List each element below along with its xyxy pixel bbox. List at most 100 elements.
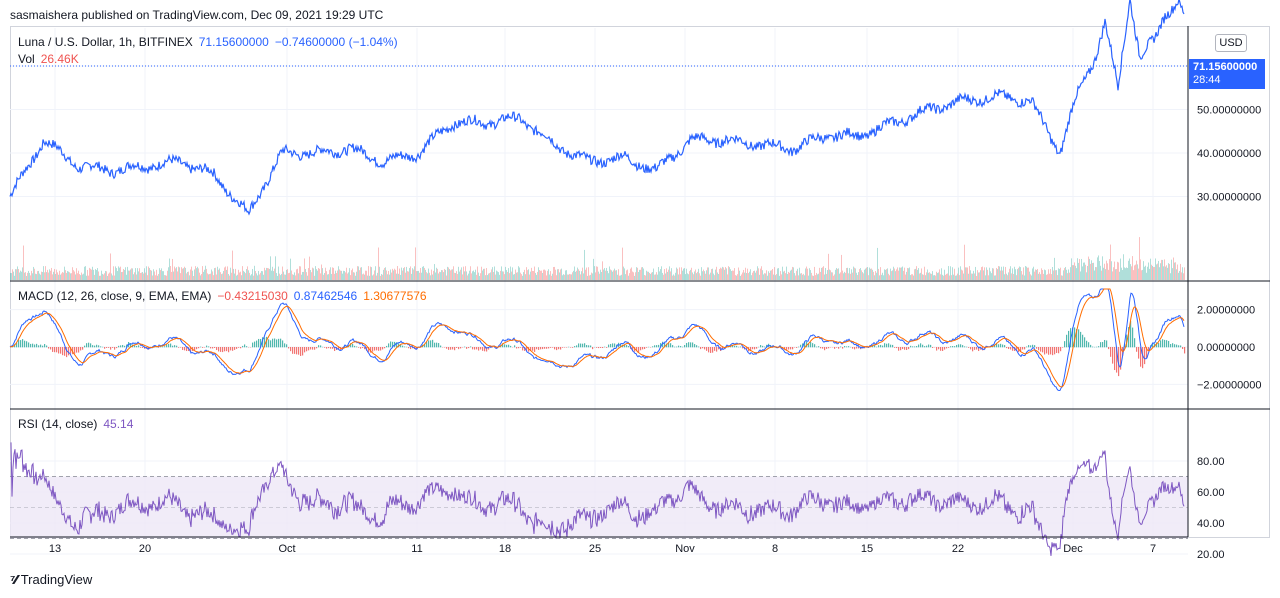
macd-hist-bar	[358, 347, 360, 348]
volume-bar	[990, 271, 991, 280]
volume-bar	[923, 274, 924, 280]
macd-hist-bar	[806, 341, 808, 348]
volume-bar	[84, 266, 85, 280]
volume-bar	[840, 272, 841, 280]
volume-bar	[899, 267, 900, 280]
macd-hist-bar	[60, 347, 62, 354]
macd-hist-bar	[880, 344, 882, 348]
volume-bar	[946, 273, 947, 280]
volume-bar	[1058, 268, 1059, 280]
volume-bar	[402, 270, 403, 280]
volume-bar	[761, 266, 762, 280]
macd-hist-bar	[1006, 347, 1008, 349]
volume-bar	[212, 271, 213, 280]
volume-bar	[340, 270, 341, 280]
volume-bar	[459, 271, 460, 280]
y-tick-label: 40.00	[1197, 518, 1225, 530]
volume-bar	[601, 271, 602, 280]
macd-hist-bar	[520, 347, 522, 348]
volume-bar	[1145, 265, 1146, 280]
volume-bar	[1035, 269, 1036, 280]
macd-hist-bar	[506, 344, 508, 348]
macd-hist-bar	[786, 347, 788, 351]
macd-hist-bar	[388, 343, 390, 348]
volume-bar	[381, 274, 382, 280]
macd-hist-bar	[82, 347, 84, 350]
volume-bar	[144, 268, 145, 280]
macd-hist-bar	[228, 347, 230, 353]
volume-bar	[424, 267, 425, 280]
macd-hist-bar	[280, 338, 282, 348]
volume-bar	[343, 270, 344, 280]
volume-bar	[309, 256, 310, 280]
volume-bar	[1180, 263, 1181, 280]
volume-bar	[122, 271, 123, 280]
macd-hist-bar	[680, 346, 682, 348]
macd-hist-bar	[74, 347, 76, 354]
volume-bar	[456, 271, 457, 280]
macd-hist-bar	[1144, 347, 1146, 365]
macd-hist-bar	[1004, 345, 1006, 348]
macd-hist-bar	[556, 347, 558, 351]
volume-bar	[718, 274, 719, 280]
volume-bar	[405, 272, 406, 280]
x-tick-label: 15	[861, 543, 873, 555]
macd-hist-bar	[740, 346, 742, 348]
volume-bar	[642, 267, 643, 280]
volume-bar	[99, 275, 100, 280]
macd-hist-bar	[24, 340, 26, 348]
macd-hist-bar	[64, 347, 66, 356]
volume-bar	[1068, 269, 1069, 280]
volume-bar	[958, 267, 959, 280]
footer-brand[interactable]: ⁷∕∕ TradingView	[10, 572, 92, 587]
volume-bar	[238, 269, 239, 280]
volume-bar	[519, 267, 520, 280]
volume-bar	[103, 274, 104, 280]
macd-hist-bar	[910, 345, 912, 348]
volume-bar	[1164, 259, 1165, 280]
volume-bar	[743, 269, 744, 280]
volume-bar	[691, 267, 692, 280]
volume-bar	[210, 273, 211, 280]
volume-bar	[236, 275, 237, 280]
macd-hist-bar	[590, 345, 592, 348]
volume-bar	[279, 273, 280, 280]
currency-button[interactable]: USD	[1215, 34, 1247, 52]
macd-hist-bar	[876, 346, 878, 348]
volume-bar	[484, 268, 485, 280]
macd-hist-bar	[218, 347, 220, 352]
macd-hist-bar	[394, 341, 396, 348]
volume-bar	[92, 266, 93, 280]
volume-bar	[1089, 258, 1090, 280]
volume-bar	[887, 268, 888, 280]
volume-bar	[147, 275, 148, 280]
macd-hist-bar	[552, 347, 554, 348]
macd-hist-bar	[1046, 347, 1048, 354]
volume-bar	[141, 272, 142, 280]
volume-bar	[240, 271, 241, 280]
volume-bar	[753, 270, 754, 280]
volume-bar	[369, 275, 370, 280]
volume-bar	[290, 258, 291, 280]
macd-hist-bar	[266, 336, 268, 348]
macd-hist-bar	[1090, 344, 1092, 348]
volume-bar	[468, 273, 469, 280]
macd-hist-bar	[1182, 347, 1184, 350]
volume-bar	[694, 271, 695, 280]
macd-hist-bar	[582, 343, 584, 348]
volume-bar	[803, 273, 804, 280]
macd-hist-bar	[1120, 347, 1122, 370]
volume-bar	[322, 268, 323, 280]
volume-bar	[734, 268, 735, 280]
volume-bar	[585, 269, 586, 280]
macd-hist-bar	[334, 347, 336, 352]
volume-bar	[574, 266, 575, 280]
macd-hist-bar	[480, 347, 482, 350]
volume-bar	[921, 268, 922, 280]
volume-bar	[414, 266, 415, 280]
macd-hist-bar	[902, 347, 904, 350]
macd-hist-bar	[68, 347, 70, 356]
volume-bar	[961, 269, 962, 280]
macd-hist-bar	[484, 347, 486, 352]
